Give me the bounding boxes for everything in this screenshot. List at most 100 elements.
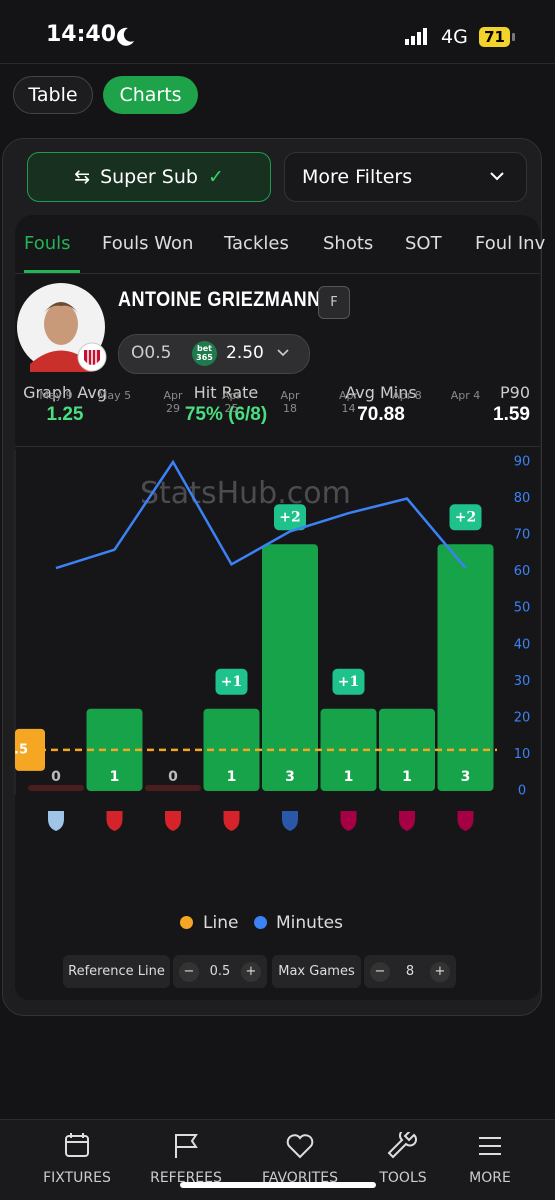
badge	[215, 668, 248, 695]
stat-tab[interactable]: Tackles	[224, 233, 289, 254]
x-label: Apr 18	[280, 389, 300, 415]
minutes-line	[55, 459, 467, 570]
stat-tab[interactable]: Shots	[323, 233, 374, 254]
stat-label: Avg Mins	[345, 383, 417, 402]
minus-button[interactable]: −	[370, 961, 390, 982]
reference-value: 0.5	[209, 964, 231, 979]
y2-tick-label: 90	[514, 455, 531, 470]
bar	[28, 785, 84, 791]
home-indicator	[180, 1182, 376, 1188]
plus-button[interactable]: +	[430, 961, 450, 982]
nav-label[interactable]: FIXTURES	[43, 1170, 111, 1186]
player-avatar	[17, 283, 107, 372]
max-games-label: Max Games	[272, 955, 361, 988]
team-icon	[48, 811, 64, 831]
more-filters-button[interactable]: More Filters	[284, 152, 527, 202]
nav-icons	[65, 1132, 501, 1159]
bar	[262, 544, 318, 791]
stat-tab[interactable]: SOT	[405, 233, 442, 254]
stat-value: 1.59	[493, 404, 530, 425]
y2-tick-label: 40	[514, 637, 531, 652]
nav-label[interactable]: TOOLS	[379, 1170, 427, 1186]
battery-tip	[512, 33, 515, 41]
badge	[449, 504, 482, 531]
x-label: Apr 14	[338, 389, 359, 415]
super-sub-button[interactable]: ⇆ Super Sub ✓	[27, 152, 271, 202]
badge	[332, 668, 365, 695]
clock: 14:40	[46, 22, 117, 47]
position-badge: F	[318, 286, 350, 319]
bar	[379, 708, 435, 791]
badge-label: +1	[338, 674, 359, 690]
team-icon	[223, 811, 240, 831]
divider	[15, 446, 540, 447]
team-icon	[282, 811, 298, 831]
check-icon: ✓	[207, 166, 224, 188]
reference-tag-label: 0.5	[5, 742, 28, 757]
y2-tick-label: 20	[514, 710, 531, 725]
team-icon	[457, 811, 474, 831]
stat-tab[interactable]: Fouls	[24, 233, 71, 254]
x-label: Apr 8	[392, 389, 422, 402]
moon-icon	[117, 27, 134, 46]
x-label: Apr 29	[163, 389, 183, 415]
stat-value: 1.25	[46, 404, 84, 425]
reference-stepper: −0.5 +	[173, 955, 267, 988]
tab-charts[interactable]: Charts	[103, 76, 198, 114]
x-label: Apr 4	[450, 389, 481, 402]
x-label: May 9	[39, 389, 73, 402]
plus-button[interactable]: +	[241, 961, 261, 982]
value-label: 1	[402, 769, 412, 785]
legend-swatch	[180, 916, 193, 929]
y2-tick-label: 60	[514, 564, 531, 579]
nav-label[interactable]: REFEREES	[150, 1170, 222, 1186]
max-games-value: 8	[405, 964, 415, 979]
team-icon	[399, 811, 415, 831]
stat-tab[interactable]: Fouls Won	[102, 233, 194, 254]
x-label: May 5	[97, 389, 132, 402]
value-label: 0	[168, 769, 178, 785]
super-sub-label: Super Sub	[100, 166, 198, 188]
badge-label: +2	[279, 509, 300, 525]
value-label: 1	[344, 769, 354, 785]
x-label: Apr 25	[221, 389, 242, 415]
stat-label: Graph Avg	[23, 383, 107, 402]
y2-tick-label: 80	[514, 491, 531, 506]
y2-tick-label: 70	[514, 528, 531, 543]
bar	[437, 544, 494, 791]
legend-label: Line	[203, 913, 239, 933]
stat-label: P90	[499, 383, 530, 402]
line-label: O0.5	[131, 343, 172, 363]
value-label: 3	[285, 769, 295, 785]
tab-table[interactable]: Table	[13, 76, 93, 114]
legend-label: Minutes	[276, 913, 343, 933]
y2-tick-label: 50	[514, 601, 531, 616]
player-name: ANTOINE GRIEZMANN	[118, 288, 321, 311]
bar	[145, 785, 201, 791]
reference-tag	[15, 728, 45, 771]
stat-value: 75% (6/8)	[184, 404, 268, 425]
nav-label[interactable]: FAVORITES	[262, 1170, 338, 1186]
value-label: 3	[461, 769, 471, 785]
legend-swatch	[254, 916, 267, 929]
stat-label: Hit Rate	[193, 383, 259, 402]
nav-label[interactable]: MORE	[469, 1170, 511, 1186]
divider	[15, 273, 540, 274]
team-icon	[340, 811, 357, 831]
minus-button[interactable]: −	[179, 961, 199, 982]
stat-tab[interactable]: Foul Inv	[475, 233, 546, 254]
y2-tick-label: 10	[514, 747, 531, 762]
odds: 2.50	[226, 343, 264, 363]
y2-tick-label: 0	[518, 784, 526, 799]
team-icon	[106, 811, 123, 831]
value-label: 1	[227, 769, 237, 785]
team-icon	[165, 811, 181, 831]
value-label: 0	[51, 769, 61, 785]
chevron	[490, 172, 504, 181]
max-games-stepper: −8 +	[364, 955, 456, 988]
more-filters-label: More Filters	[302, 166, 413, 188]
badge	[274, 504, 306, 531]
reference-line-label: Reference Line	[63, 955, 170, 988]
bookmaker-logo: bet 365	[192, 341, 217, 366]
bar	[320, 708, 377, 791]
